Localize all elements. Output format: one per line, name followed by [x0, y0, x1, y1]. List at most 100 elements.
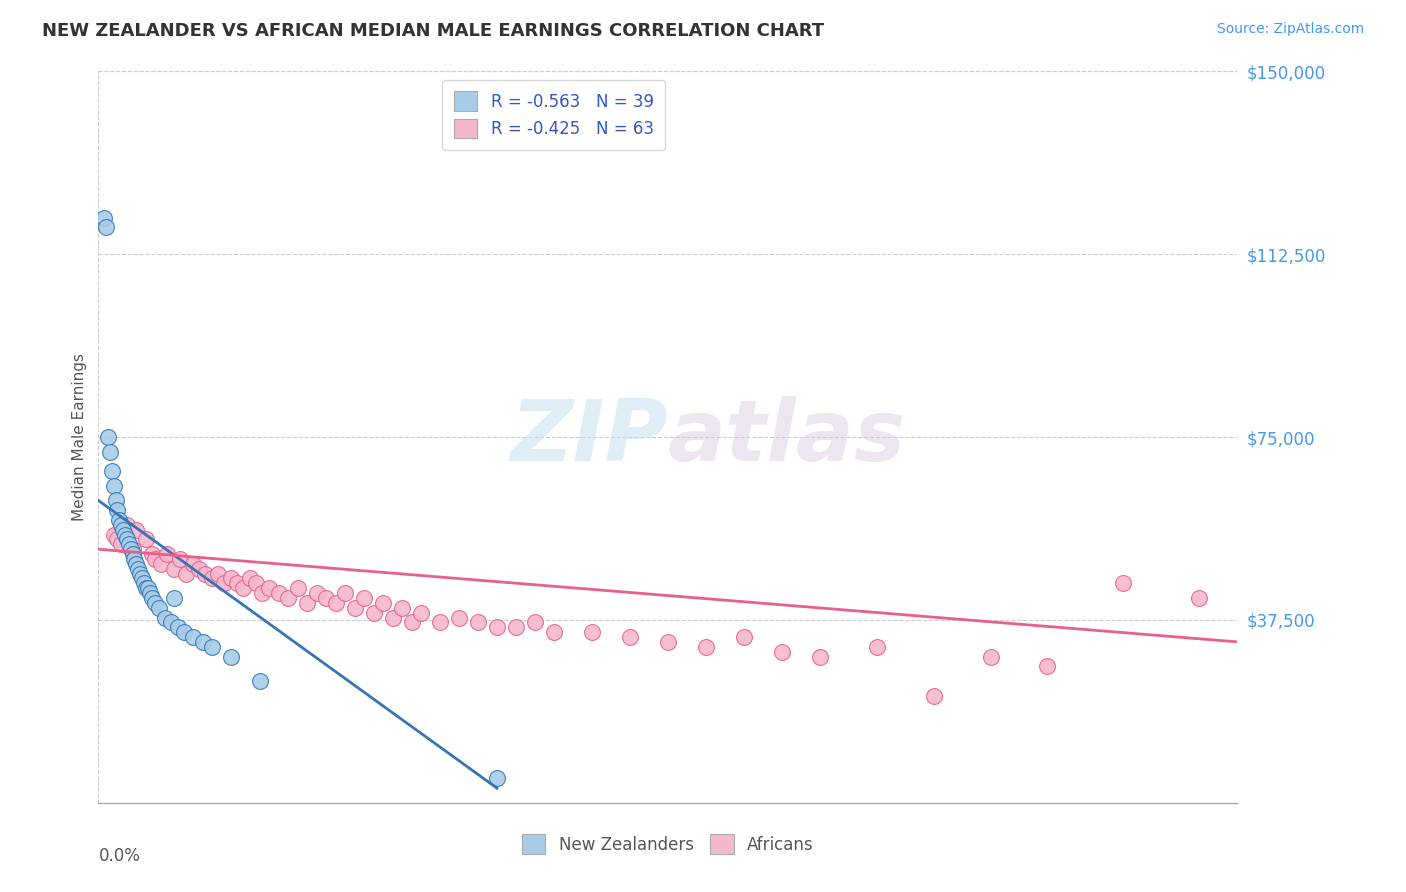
Point [363, 606, 385, 620]
Point [619, 630, 641, 644]
Point [239, 572, 262, 586]
Point [486, 772, 509, 786]
Text: ZIP: ZIP [510, 395, 668, 479]
Point [135, 533, 157, 547]
Point [315, 591, 337, 605]
Point [524, 615, 547, 630]
Point [167, 620, 190, 634]
Point [245, 576, 267, 591]
Point [249, 673, 271, 688]
Point [115, 533, 138, 547]
Point [100, 464, 122, 478]
Point [114, 527, 136, 541]
Point [1112, 576, 1135, 591]
Point [159, 615, 181, 630]
Point [93, 211, 115, 225]
Point [226, 576, 249, 591]
Point [136, 581, 159, 595]
Point [429, 615, 451, 630]
Point [201, 640, 224, 654]
Point [353, 591, 375, 605]
Point [145, 596, 167, 610]
Point [1036, 659, 1059, 673]
Point [138, 586, 160, 600]
Point [163, 591, 186, 605]
Point [120, 542, 142, 557]
Point [221, 649, 243, 664]
Point [866, 640, 889, 654]
Point [297, 596, 319, 610]
Point [110, 517, 132, 532]
Point [343, 600, 366, 615]
Legend: New Zealanders, Africans: New Zealanders, Africans [516, 828, 820, 860]
Point [1188, 591, 1211, 605]
Point [121, 547, 143, 561]
Point [107, 503, 129, 517]
Point [194, 566, 217, 581]
Point [212, 576, 235, 591]
Point [97, 430, 120, 444]
Point [657, 635, 679, 649]
Point [98, 444, 121, 458]
Text: Source: ZipAtlas.com: Source: ZipAtlas.com [1216, 22, 1364, 37]
Point [486, 620, 509, 634]
Point [581, 625, 603, 640]
Point [505, 620, 527, 634]
Point [125, 523, 148, 537]
Point [135, 581, 157, 595]
Point [145, 552, 167, 566]
Text: NEW ZEALANDER VS AFRICAN MEDIAN MALE EARNINGS CORRELATION CHART: NEW ZEALANDER VS AFRICAN MEDIAN MALE EAR… [42, 22, 824, 40]
Point [121, 542, 143, 557]
Point [150, 557, 173, 571]
Point [94, 220, 117, 235]
Point [543, 625, 565, 640]
Point [250, 586, 273, 600]
Point [391, 600, 413, 615]
Point [131, 572, 153, 586]
Point [191, 635, 214, 649]
Point [108, 513, 131, 527]
Point [110, 537, 132, 551]
Point [267, 586, 290, 600]
Point [277, 591, 299, 605]
Point [922, 689, 945, 703]
Point [103, 527, 125, 541]
Point [156, 547, 179, 561]
Point [207, 566, 229, 581]
Point [449, 610, 471, 624]
Point [808, 649, 831, 664]
Point [259, 581, 281, 595]
Point [411, 606, 433, 620]
Point [695, 640, 717, 654]
Point [979, 649, 1001, 664]
Point [183, 630, 205, 644]
Point [169, 552, 191, 566]
Point [335, 586, 357, 600]
Point [103, 479, 125, 493]
Point [124, 552, 146, 566]
Point [129, 566, 152, 581]
Point [201, 572, 224, 586]
Point [153, 610, 176, 624]
Point [115, 517, 138, 532]
Point [305, 586, 328, 600]
Point [141, 547, 163, 561]
Y-axis label: Median Male Earnings: Median Male Earnings [72, 353, 87, 521]
Point [141, 591, 163, 605]
Text: 0.0%: 0.0% [98, 847, 141, 864]
Point [371, 596, 394, 610]
Point [183, 557, 205, 571]
Point [112, 523, 135, 537]
Point [174, 566, 197, 581]
Point [107, 533, 129, 547]
Point [221, 572, 243, 586]
Point [188, 562, 211, 576]
Point [770, 645, 793, 659]
Point [118, 537, 141, 551]
Text: atlas: atlas [668, 395, 905, 479]
Point [401, 615, 423, 630]
Point [232, 581, 254, 595]
Point [381, 610, 404, 624]
Point [132, 576, 155, 591]
Point [173, 625, 195, 640]
